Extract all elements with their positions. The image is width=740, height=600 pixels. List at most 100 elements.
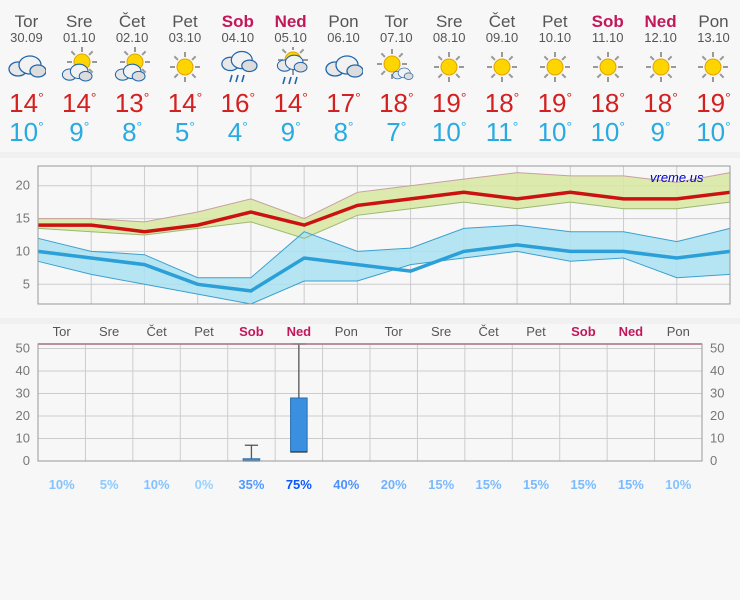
forecast-day-column: Ned 05.10 14° 9°	[264, 12, 317, 146]
weather-icon	[687, 45, 740, 89]
low-temp-label: 9°	[264, 118, 317, 147]
low-temp-label: 10°	[0, 118, 53, 147]
y-axis-tick-label-left: 20	[16, 408, 30, 423]
low-temp-label: 4°	[211, 118, 264, 147]
y-axis-tick-label: 5	[23, 276, 30, 291]
weather-icon	[264, 45, 317, 89]
high-temp-label: 13°	[106, 89, 159, 118]
precip-probability-label: 10%	[49, 477, 75, 492]
forecast-day-column: Sre 01.10 14° 9°	[53, 12, 106, 146]
precip-probability-label: 20%	[381, 477, 407, 492]
y-axis-tick-label-left: 0	[23, 453, 30, 468]
weather-icon	[211, 45, 264, 89]
y-axis-tick-label-right: 10	[710, 431, 724, 446]
y-axis-tick-label-left: 50	[16, 341, 30, 356]
high-temp-label: 19°	[423, 89, 476, 118]
y-axis-tick-label: 10	[16, 244, 30, 259]
day-name-label: Sre	[423, 12, 476, 32]
precip-probability-label: 35%	[238, 477, 264, 492]
temperature-chart: 5 10 15 20 vreme.us	[0, 158, 740, 318]
precip-day-label: Čet	[478, 324, 499, 339]
day-date-label: 05.10	[264, 30, 317, 45]
high-temp-label: 14°	[264, 89, 317, 118]
y-axis-tick-label-right: 30	[710, 386, 724, 401]
precip-day-label: Ned	[619, 324, 644, 339]
y-axis-tick-label: 15	[16, 211, 30, 226]
precip-day-label: Pon	[335, 324, 358, 339]
forecast-day-column: Pon 06.10 17° 8°	[317, 12, 370, 146]
precip-probability-label: 5%	[100, 477, 119, 492]
day-date-label: 10.10	[528, 30, 581, 45]
precip-probability-label: 10%	[665, 477, 691, 492]
y-axis-tick-label-right: 20	[710, 408, 724, 423]
forecast-day-column: Sob 04.10 16° 4°	[211, 12, 264, 146]
day-name-label: Pet	[159, 12, 212, 32]
low-temp-label: 10°	[687, 118, 740, 147]
sun-icon	[540, 52, 570, 82]
day-name-label: Pon	[317, 12, 370, 32]
weather-icon	[317, 45, 370, 89]
day-date-label: 11.10	[581, 30, 634, 45]
forecast-day-column: Pon 13.10 19° 10°	[687, 12, 740, 146]
day-date-label: 09.10	[476, 30, 529, 45]
precip-day-label: Tor	[385, 324, 404, 339]
weather-icon	[528, 45, 581, 89]
day-name-label: Tor	[0, 12, 53, 32]
high-temp-label: 18°	[476, 89, 529, 118]
high-temp-label: 17°	[317, 89, 370, 118]
precip-day-label: Pet	[194, 324, 214, 339]
day-name-label: Sob	[581, 12, 634, 32]
day-date-label: 04.10	[211, 30, 264, 45]
low-temp-label: 5°	[159, 118, 212, 147]
sun-icon	[593, 52, 623, 82]
precip-probability-label: 15%	[476, 477, 502, 492]
day-name-label: Čet	[106, 12, 159, 32]
day-date-label: 12.10	[634, 30, 687, 45]
day-name-label: Tor	[370, 12, 423, 32]
forecast-day-column: Ned 12.10 18° 9°	[634, 12, 687, 146]
sun-icon	[646, 52, 676, 82]
y-axis-tick-label-right: 50	[710, 341, 724, 356]
weather-icon	[581, 45, 634, 89]
day-name-label: Sre	[53, 12, 106, 32]
cloud-icon	[9, 56, 46, 77]
forecast-day-column: Pet 10.10 19° 10°	[528, 12, 581, 146]
precip-day-label: Sob	[571, 324, 596, 339]
precip-probability-label: 40%	[333, 477, 359, 492]
precip-day-label: Sre	[431, 324, 451, 339]
day-name-label: Pon	[687, 12, 740, 32]
charts-wrap: 5 10 15 20 vreme.us Tor Sre Čet Pet Sob Ned Pon Tor…	[0, 152, 740, 499]
day-name-label: Ned	[634, 12, 687, 32]
precip-day-label: Ned	[287, 324, 312, 339]
weather-icon	[423, 45, 476, 89]
precip-probability-label: 15%	[428, 477, 454, 492]
low-temp-label: 7°	[370, 118, 423, 147]
day-date-label: 13.10	[687, 30, 740, 45]
rain-icon	[283, 77, 297, 84]
precipitation-chart: Tor Sre Čet Pet Sob Ned Pon Tor Sre Čet Pet Sob Ned P…	[0, 324, 740, 499]
y-axis-tick-label-right: 0	[710, 453, 717, 468]
precip-day-label: Sre	[99, 324, 119, 339]
high-temp-label: 14°	[159, 89, 212, 118]
y-axis-tick-label-left: 40	[16, 363, 30, 378]
y-axis-tick-label-right: 40	[710, 363, 724, 378]
low-temp-label: 10°	[423, 118, 476, 147]
sun-icon	[170, 52, 200, 82]
high-temp-label: 19°	[528, 89, 581, 118]
low-temp-label: 8°	[317, 118, 370, 147]
sun-icon	[698, 52, 728, 82]
day-date-label: 07.10	[370, 30, 423, 45]
forecast-day-column: Tor 07.10 18° 7°	[370, 12, 423, 146]
sun-icon	[487, 52, 517, 82]
forecast-day-column: Sre 08.10 19° 10°	[423, 12, 476, 146]
low-temp-label: 11°	[476, 118, 529, 147]
low-temp-label: 9°	[634, 118, 687, 147]
forecast-day-column: Pet 03.10 14° 5°	[159, 12, 212, 146]
forecast-day-column: Tor 30.09 14° 10°	[0, 12, 53, 146]
precip-probability-label: 10%	[144, 477, 170, 492]
precip-probability-label: 15%	[523, 477, 549, 492]
forecast-day-column: Sob 11.10 18° 10°	[581, 12, 634, 146]
precip-probability-label: 75%	[286, 477, 312, 492]
weather-icon	[53, 45, 106, 89]
precip-probability-label: 15%	[618, 477, 644, 492]
